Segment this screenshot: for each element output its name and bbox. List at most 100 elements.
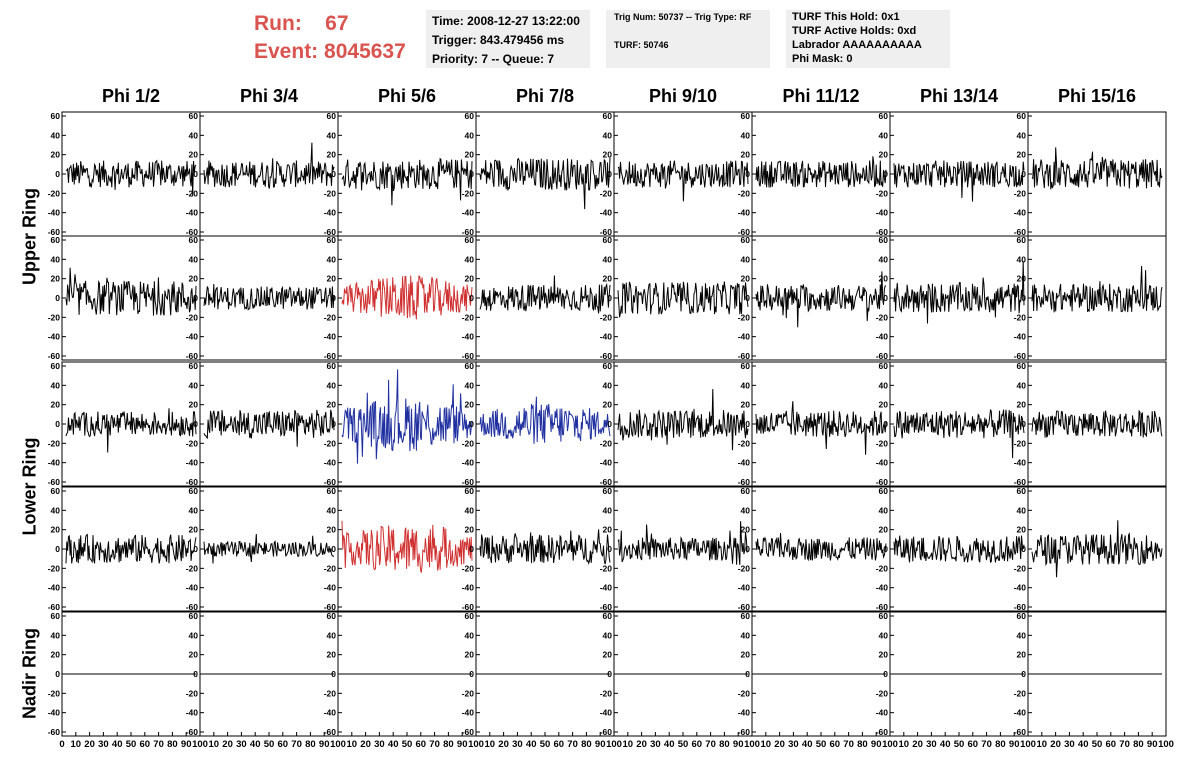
- waveform-trace: [893, 160, 1025, 202]
- y-tick-label: 0: [469, 293, 474, 303]
- panel-frame: [751, 361, 891, 487]
- y-tick-label: -20: [48, 563, 61, 573]
- y-tick-label: 0: [745, 544, 750, 554]
- y-tick-label: 60: [327, 235, 337, 245]
- y-tick-label: 20: [465, 400, 475, 410]
- y-tick-label: -20: [186, 188, 199, 198]
- y-tick-label: -40: [462, 208, 475, 218]
- y-tick-label: 60: [603, 486, 613, 496]
- y-tick-label: 40: [879, 630, 889, 640]
- y-tick-label: -20: [462, 688, 475, 698]
- y-tick-label: 40: [1017, 380, 1027, 390]
- waveform-trace: [65, 408, 197, 453]
- y-tick-label: 60: [741, 361, 751, 371]
- column-label-7: Phi 13/14: [919, 86, 999, 106]
- y-tick-label: -60: [1014, 477, 1027, 487]
- y-tick-label: 60: [603, 611, 613, 621]
- y-tick-label: 0: [883, 169, 888, 179]
- y-tick-label: 40: [327, 130, 337, 140]
- y-tick-label: -20: [738, 563, 751, 573]
- y-tick-label: 60: [1017, 111, 1027, 121]
- y-tick-label: -20: [600, 188, 613, 198]
- column-label-1: Phi 1/2: [101, 86, 161, 106]
- x-tick-label: 90: [595, 739, 606, 750]
- panel-frame: [889, 235, 1029, 361]
- y-tick-label: -40: [186, 458, 199, 468]
- panel-r1-c0: 60 40 20 0 -20 -40 -60: [48, 235, 201, 361]
- panel-r3-c4: 60 40 20 0 -20 -40 -60: [600, 486, 753, 612]
- y-tick-label: 20: [1017, 150, 1027, 160]
- x-tick-label: 80: [857, 739, 868, 750]
- x-tick-label: 40: [1078, 739, 1089, 750]
- y-tick-label: 0: [469, 544, 474, 554]
- waveform-trace: [617, 388, 749, 451]
- y-tick-label: -40: [1014, 332, 1027, 342]
- x-tick-label: 80: [305, 739, 316, 750]
- x-tick-label: 40: [526, 739, 537, 750]
- waveform-trace: [755, 532, 887, 562]
- y-tick-label: 20: [51, 274, 61, 284]
- y-tick-label: 60: [879, 361, 889, 371]
- y-tick-label: -60: [1014, 602, 1027, 612]
- waveform-trace: [755, 271, 887, 328]
- y-tick-label: 20: [741, 525, 751, 535]
- y-tick-label: -60: [738, 477, 751, 487]
- y-tick-label: -60: [876, 602, 889, 612]
- y-tick-label: 60: [189, 111, 199, 121]
- x-tick-label: 60: [1106, 739, 1117, 750]
- panel-r1-c7: 60 40 20 0 -20 -40 -60: [1014, 235, 1167, 361]
- y-tick-label: -40: [48, 332, 61, 342]
- y-tick-label: 20: [465, 150, 475, 160]
- waveform-trace: [893, 535, 1025, 564]
- y-tick-label: 40: [603, 380, 613, 390]
- waveform-trace: [755, 156, 887, 188]
- y-tick-label: -20: [462, 438, 475, 448]
- y-tick-label: -20: [600, 688, 613, 698]
- x-tick-label: 30: [1064, 739, 1075, 750]
- y-tick-label: -20: [324, 188, 337, 198]
- panel-r4-c1: 60 40 20 0 -20 -40 -60: [186, 611, 339, 737]
- y-tick-label: 0: [883, 544, 888, 554]
- y-tick-label: -60: [876, 477, 889, 487]
- x-tick-label: 90: [319, 739, 330, 750]
- waveform-trace: [1031, 520, 1163, 578]
- x-tick-label: 100: [882, 739, 898, 750]
- x-tick-label: 40: [112, 739, 123, 750]
- x-tick-label: 100: [1020, 739, 1036, 750]
- y-tick-label: -20: [324, 438, 337, 448]
- y-tick-label: -60: [876, 227, 889, 237]
- y-tick-label: 40: [51, 380, 61, 390]
- x-tick-label: 60: [278, 739, 289, 750]
- y-tick-label: -40: [48, 583, 61, 593]
- y-tick-label: -60: [186, 727, 199, 737]
- x-tick-label: 10: [209, 739, 220, 750]
- waveform-trace: [617, 281, 749, 318]
- y-tick-label: -20: [876, 688, 889, 698]
- y-tick-label: 20: [189, 274, 199, 284]
- y-tick-label: -60: [600, 727, 613, 737]
- y-tick-label: 0: [1021, 669, 1026, 679]
- x-tick-label: 60: [416, 739, 427, 750]
- y-tick-label: 60: [327, 486, 337, 496]
- y-tick-label: 60: [603, 111, 613, 121]
- x-tick-label: 40: [388, 739, 399, 750]
- y-tick-label: -20: [48, 188, 61, 198]
- y-tick-label: -20: [462, 188, 475, 198]
- y-tick-label: -20: [186, 563, 199, 573]
- y-tick-label: 0: [1021, 293, 1026, 303]
- y-tick-label: -40: [738, 708, 751, 718]
- y-tick-label: -60: [1014, 351, 1027, 361]
- waveform-trace: [893, 409, 1025, 459]
- y-tick-label: 40: [879, 380, 889, 390]
- x-tick-label: 10: [485, 739, 496, 750]
- y-tick-label: 0: [193, 293, 198, 303]
- panel-r0-c0: 60 40 20 0 -20 -40 -60: [48, 111, 201, 237]
- y-tick-label: -20: [462, 312, 475, 322]
- y-tick-label: -40: [600, 708, 613, 718]
- y-tick-label: -40: [48, 208, 61, 218]
- column-label-5: Phi 9/10: [648, 86, 718, 106]
- y-tick-label: 0: [607, 544, 612, 554]
- y-tick-label: 0: [1021, 419, 1026, 429]
- y-tick-label: -40: [1014, 208, 1027, 218]
- y-tick-label: 60: [465, 361, 475, 371]
